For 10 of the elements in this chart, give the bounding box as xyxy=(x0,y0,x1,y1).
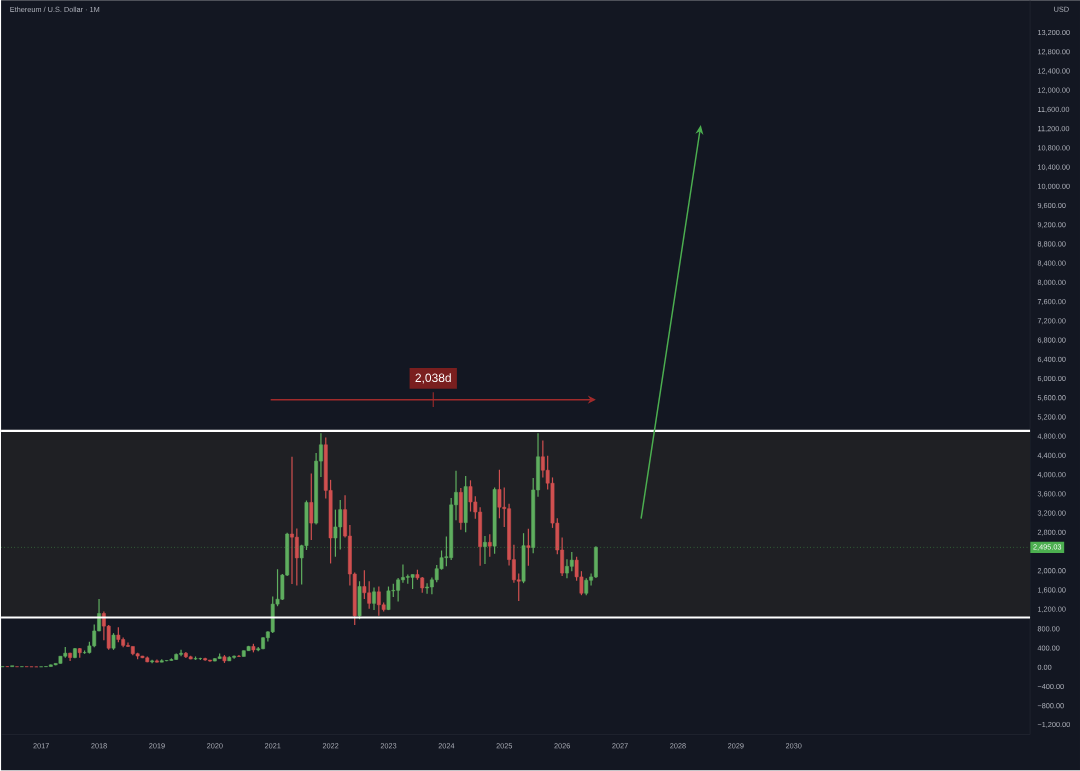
candlestick xyxy=(487,533,492,558)
candlestick xyxy=(569,551,574,572)
candlestick xyxy=(362,569,367,600)
candlestick xyxy=(372,587,376,611)
candlestick xyxy=(309,473,314,541)
candlestick xyxy=(237,654,241,658)
candlestick xyxy=(526,528,531,567)
annotation: 2,038d xyxy=(415,373,451,384)
candlestick xyxy=(294,528,299,587)
candlestick xyxy=(483,535,487,565)
